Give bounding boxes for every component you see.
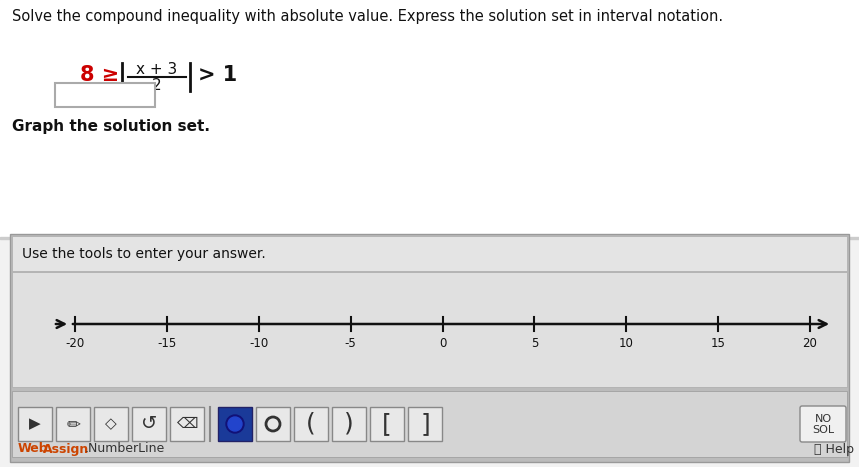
Text: [: [	[382, 412, 392, 436]
Bar	[256, 407, 290, 441]
Text: ↺: ↺	[141, 415, 157, 433]
Text: > 1: > 1	[198, 65, 237, 85]
Text: Web: Web	[18, 443, 49, 455]
Text: 8 ≥: 8 ≥	[80, 65, 119, 85]
Text: -20: -20	[65, 337, 85, 350]
Circle shape	[228, 417, 242, 431]
Text: 5: 5	[531, 337, 538, 350]
Text: Solve the compound inequality with absolute value. Express the solution set in i: Solve the compound inequality with absol…	[12, 9, 723, 24]
Text: -10: -10	[249, 337, 268, 350]
Bar	[0, 0, 859, 237]
Text: 15: 15	[710, 337, 726, 350]
Text: ✏: ✏	[66, 415, 80, 433]
Bar	[370, 407, 404, 441]
Text: Use the tools to enter your answer.: Use the tools to enter your answer.	[22, 247, 265, 261]
Text: x + 3: x + 3	[137, 62, 178, 77]
Text: 0: 0	[439, 337, 446, 350]
Text: 2: 2	[152, 78, 161, 93]
Text: ]: ]	[420, 412, 430, 436]
Text: SOL: SOL	[812, 425, 834, 435]
Text: ⌫: ⌫	[176, 417, 198, 432]
Bar	[12, 391, 847, 457]
Text: Graph the solution set.: Graph the solution set.	[12, 119, 210, 134]
Bar	[94, 407, 128, 441]
Text: 20: 20	[802, 337, 818, 350]
Text: .NumberLine: .NumberLine	[85, 443, 165, 455]
Bar	[55, 83, 155, 107]
Bar	[18, 407, 52, 441]
Text: Assign: Assign	[43, 443, 89, 455]
Bar	[0, 237, 859, 239]
Text: 10: 10	[618, 337, 634, 350]
Text: ): )	[344, 412, 354, 436]
Text: -15: -15	[157, 337, 176, 350]
Bar	[294, 407, 328, 441]
Bar	[332, 407, 366, 441]
Bar	[408, 407, 442, 441]
FancyBboxPatch shape	[800, 406, 846, 442]
Text: -5: -5	[344, 337, 356, 350]
Bar	[12, 272, 847, 387]
Text: ◇: ◇	[105, 417, 117, 432]
Bar	[218, 407, 252, 441]
Bar	[132, 407, 166, 441]
Text: ⓘ Help: ⓘ Help	[814, 443, 854, 455]
Bar	[170, 407, 204, 441]
Circle shape	[226, 415, 244, 433]
Bar	[12, 236, 847, 271]
Text: (: (	[306, 412, 316, 436]
Bar	[10, 234, 849, 462]
Bar	[56, 407, 90, 441]
Text: ▶: ▶	[29, 417, 41, 432]
Text: NO: NO	[814, 414, 832, 424]
